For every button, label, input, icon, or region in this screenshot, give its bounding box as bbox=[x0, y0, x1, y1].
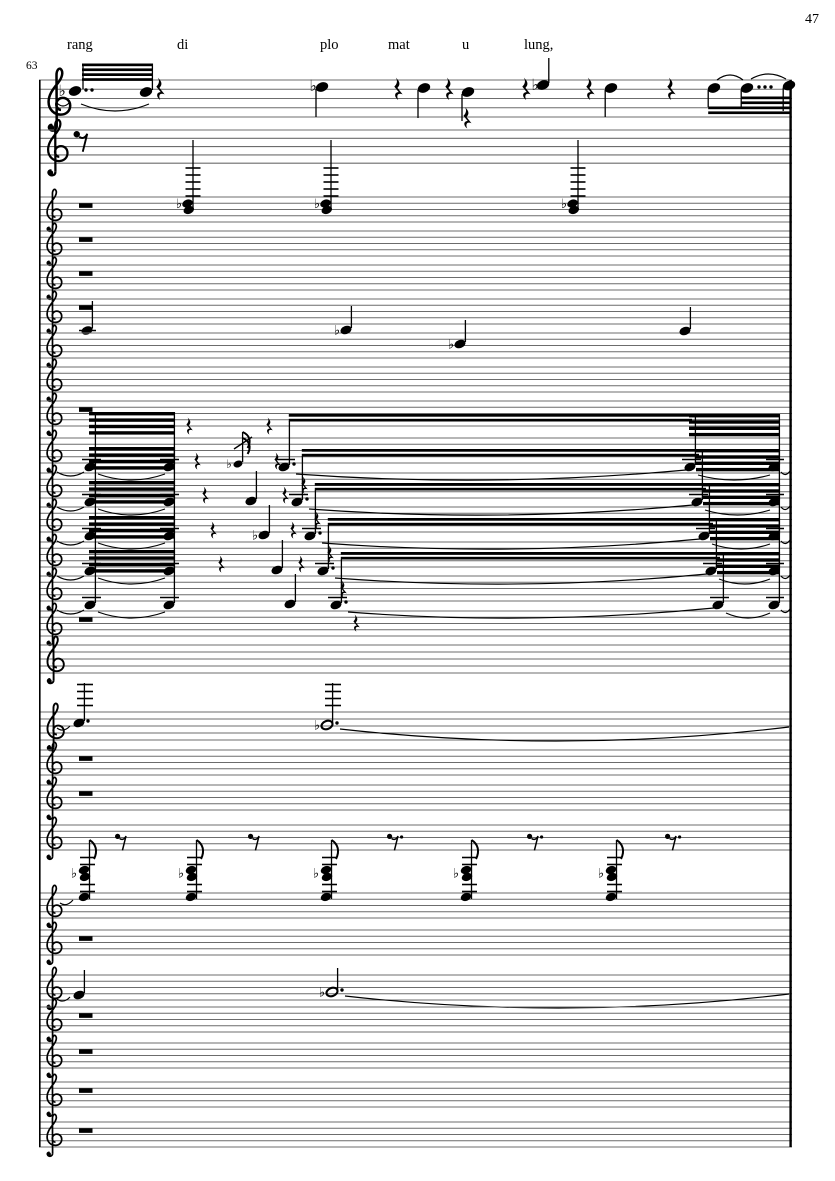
eighth-figure-5: ♭ bbox=[598, 839, 625, 902]
svg-text:♭: ♭ bbox=[178, 866, 184, 881]
staff-18 bbox=[39, 741, 792, 786]
eighth-figure-2: ♭ bbox=[178, 839, 205, 902]
svg-text:♭: ♭ bbox=[531, 76, 538, 94]
lyric-syllable: mat bbox=[388, 37, 410, 53]
lyric-syllable: rang bbox=[67, 37, 93, 53]
staff-26 bbox=[39, 1073, 792, 1118]
lyrics-line: rang di plo mat u lung, bbox=[0, 37, 835, 55]
svg-text:♭: ♭ bbox=[334, 323, 340, 338]
staff-1: ♭ ♭ ♭ bbox=[39, 58, 796, 132]
staff-3 bbox=[39, 188, 792, 233]
treble-clef-icon bbox=[46, 966, 63, 1011]
tremolo-row-2 bbox=[56, 447, 791, 529]
staff-25 bbox=[39, 1034, 792, 1079]
staff-15 bbox=[39, 602, 792, 647]
lyric-syllable: lung, bbox=[524, 37, 554, 53]
treble-clef-icon bbox=[46, 1113, 63, 1158]
lyric-syllable: di bbox=[177, 37, 189, 53]
treble-clef-icon bbox=[46, 602, 63, 647]
staff-4 bbox=[39, 222, 792, 267]
tremolo-row-3: ♭ bbox=[56, 481, 791, 563]
staff-5 bbox=[39, 256, 792, 301]
svg-text:♭: ♭ bbox=[226, 457, 232, 471]
treble-clef-icon bbox=[46, 635, 65, 685]
staff-22 bbox=[39, 921, 792, 966]
staff-16 bbox=[39, 635, 792, 685]
system-barlines bbox=[38, 80, 792, 1147]
staff-2 bbox=[39, 107, 792, 177]
svg-text:♭: ♭ bbox=[313, 866, 319, 881]
svg-text:♭: ♭ bbox=[314, 718, 320, 733]
svg-text:♭: ♭ bbox=[176, 197, 182, 212]
treble-clef-icon bbox=[46, 188, 63, 233]
staff-23: ♭ bbox=[39, 966, 792, 1011]
svg-text:♭: ♭ bbox=[252, 528, 258, 543]
staff-6 bbox=[39, 290, 792, 335]
svg-text:♭: ♭ bbox=[598, 866, 604, 881]
staff-17: ♭ bbox=[39, 683, 792, 752]
low-cluster-1: ♭ bbox=[176, 140, 201, 215]
treble-clef-icon bbox=[46, 1073, 63, 1118]
treble-clef-icon bbox=[46, 884, 63, 929]
staff-27 bbox=[39, 1113, 792, 1158]
staff-20 bbox=[39, 816, 792, 861]
tremolo-row-1: ♭ bbox=[56, 412, 791, 494]
staff-7: ♭♭ bbox=[39, 306, 792, 369]
svg-text:♭: ♭ bbox=[314, 197, 320, 212]
measure-number: 63 bbox=[26, 60, 38, 72]
svg-text:♭: ♭ bbox=[448, 337, 454, 352]
treble-clef-icon bbox=[46, 498, 63, 543]
treble-clef-icon bbox=[46, 118, 69, 177]
tremolo-row-5 bbox=[56, 550, 791, 632]
lyric-syllable: plo bbox=[320, 37, 339, 53]
eighth-figure-3: ♭ bbox=[313, 839, 340, 902]
eighth-figure-4: ♭ bbox=[453, 839, 480, 902]
svg-text:♭: ♭ bbox=[319, 985, 325, 1000]
staff-19 bbox=[39, 776, 792, 821]
svg-text:♭: ♭ bbox=[58, 82, 65, 100]
eighth-figure-1: ♭ bbox=[59, 839, 98, 906]
svg-text:♭: ♭ bbox=[71, 866, 77, 881]
treble-clef-icon bbox=[46, 816, 63, 861]
svg-text:♭: ♭ bbox=[561, 197, 567, 212]
staff-14 bbox=[39, 567, 792, 612]
low-cluster-3: ♭ bbox=[561, 140, 586, 215]
svg-text:♭: ♭ bbox=[309, 77, 316, 95]
page-number: 47 bbox=[805, 12, 819, 27]
staff-8 bbox=[39, 358, 792, 403]
low-cluster-2: ♭ bbox=[314, 140, 339, 215]
treble-clef-icon bbox=[46, 776, 63, 821]
treble-clef-icon bbox=[46, 921, 63, 966]
staff-24 bbox=[39, 998, 792, 1043]
staff-21 bbox=[39, 884, 792, 929]
treble-clef-icon bbox=[46, 1034, 63, 1079]
lyric-syllable: u bbox=[462, 37, 470, 53]
svg-text:♭: ♭ bbox=[453, 866, 459, 881]
